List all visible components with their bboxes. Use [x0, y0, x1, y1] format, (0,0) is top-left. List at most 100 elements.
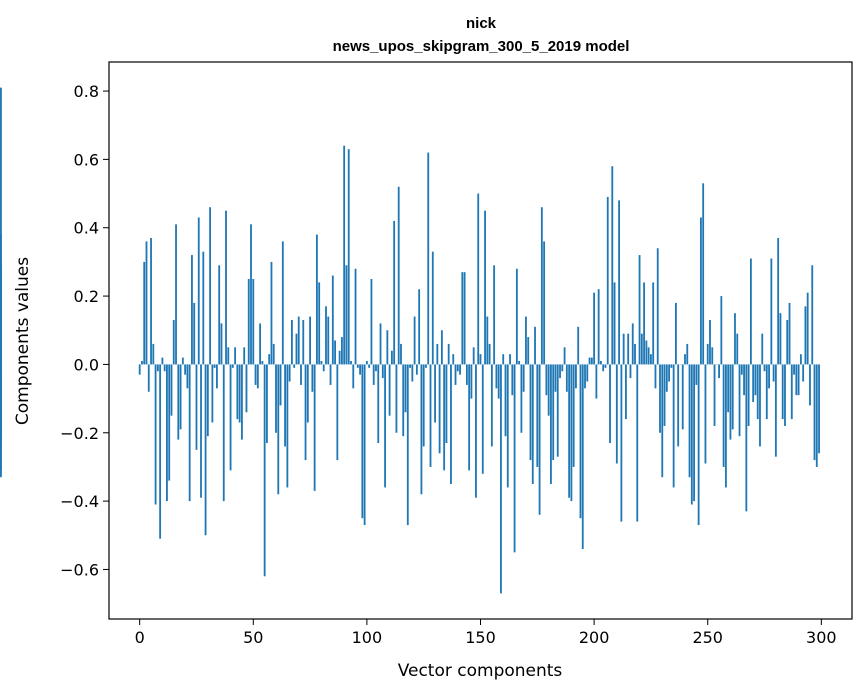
- bar: [609, 364, 611, 443]
- bar: [552, 364, 554, 460]
- bar: [371, 279, 373, 364]
- bar: [536, 364, 538, 467]
- bar: [539, 364, 541, 514]
- bar: [307, 364, 309, 422]
- bar: [543, 241, 545, 364]
- bar: [496, 364, 498, 388]
- bar: [250, 224, 252, 364]
- bar: [782, 364, 784, 419]
- bar: [302, 320, 304, 364]
- bar: [743, 364, 745, 395]
- bar: [593, 293, 595, 365]
- bar: [491, 364, 493, 446]
- bar: [482, 364, 484, 473]
- bar: [550, 364, 552, 484]
- bar: [393, 221, 395, 365]
- bar: [580, 364, 582, 518]
- bar: [632, 323, 634, 364]
- bar: [189, 364, 191, 501]
- bar: [368, 364, 370, 367]
- bar: [468, 364, 470, 470]
- bar: [739, 364, 741, 436]
- bar: [327, 317, 329, 365]
- bar: [770, 258, 772, 364]
- bar: [714, 364, 716, 426]
- bar: [700, 217, 702, 364]
- bar: [273, 344, 275, 365]
- bar: [802, 364, 804, 381]
- y-tick-label: 0.8: [74, 82, 99, 101]
- bar: [673, 364, 675, 487]
- bar: [707, 344, 709, 365]
- bar: [705, 364, 707, 463]
- y-axis-ticks: −0.6−0.4−0.20.00.20.40.60.8: [60, 82, 109, 579]
- bar: [655, 364, 657, 388]
- bar: [475, 364, 477, 497]
- bar: [318, 282, 320, 364]
- bar: [264, 364, 266, 576]
- bar: [793, 364, 795, 374]
- bar: [175, 224, 177, 364]
- bar: [575, 364, 577, 388]
- bar: [568, 364, 570, 497]
- bar: [677, 364, 679, 446]
- bar: [196, 364, 198, 449]
- bar: [348, 149, 350, 364]
- bar: [423, 364, 425, 446]
- bar: [316, 235, 318, 365]
- bar: [616, 364, 618, 463]
- bar: [732, 364, 734, 429]
- bar: [341, 337, 343, 364]
- bar: [809, 364, 811, 405]
- bar: [277, 364, 279, 494]
- x-tick-label: 300: [806, 628, 837, 647]
- bar: [720, 296, 722, 364]
- bar: [645, 341, 647, 365]
- bar: [557, 364, 559, 456]
- bar: [157, 364, 159, 371]
- bars-group: [0, 88, 820, 594]
- bar: [336, 364, 338, 460]
- bar: [202, 252, 204, 365]
- bar: [748, 364, 750, 426]
- bar: [570, 364, 572, 501]
- bar: [489, 344, 491, 365]
- bar: [361, 364, 363, 518]
- bar: [709, 320, 711, 364]
- bar: [289, 364, 291, 381]
- bar: [582, 364, 584, 549]
- bar: [464, 272, 466, 364]
- bar: [166, 364, 168, 501]
- y-tick-label: 0.0: [74, 355, 99, 374]
- bar: [509, 354, 511, 364]
- bar: [634, 344, 636, 365]
- bar: [152, 344, 154, 365]
- bar: [718, 364, 720, 378]
- bar: [607, 197, 609, 364]
- bar: [555, 364, 557, 391]
- bar: [380, 323, 382, 364]
- bar: [148, 364, 150, 391]
- bar: [275, 364, 277, 432]
- bar: [698, 364, 700, 525]
- bar: [173, 320, 175, 364]
- bar: [500, 364, 502, 593]
- bar: [525, 317, 527, 365]
- bar: [441, 330, 443, 364]
- bar: [396, 364, 398, 432]
- bar: [425, 364, 427, 367]
- bar: [727, 364, 729, 412]
- bar: [259, 323, 261, 364]
- bar: [389, 364, 391, 415]
- bar: [686, 344, 688, 365]
- bar: [689, 364, 691, 477]
- bar: [661, 364, 663, 477]
- bar: [493, 265, 495, 364]
- bar: [523, 364, 525, 391]
- bar: [143, 262, 145, 365]
- bar: [434, 364, 436, 422]
- y-tick-label: 0.4: [74, 219, 99, 238]
- bar: [357, 364, 359, 367]
- y-axis-label: Components values: [13, 257, 33, 425]
- bar: [614, 282, 616, 364]
